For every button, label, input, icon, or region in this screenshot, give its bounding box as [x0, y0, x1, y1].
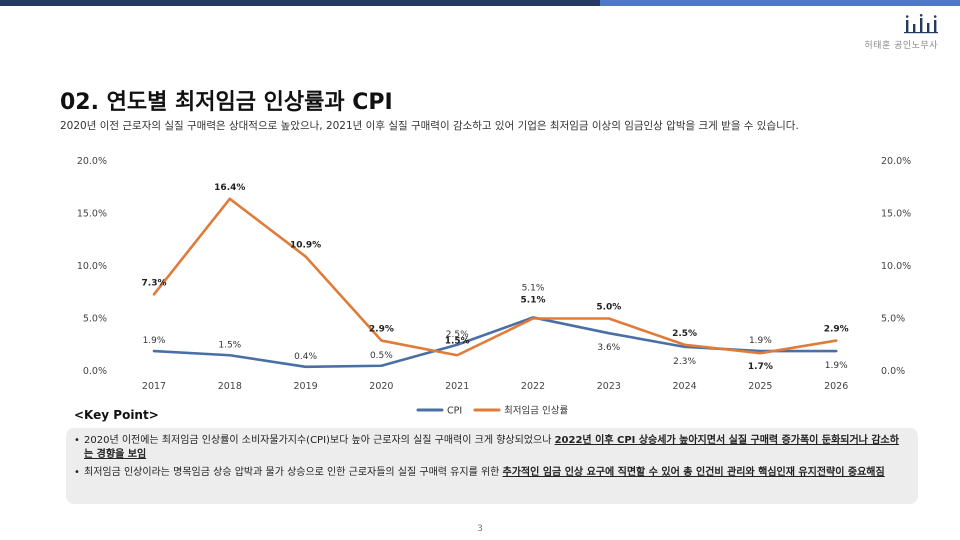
logo: 허태훈 공인노무사: [818, 14, 938, 51]
logo-text: 허태훈 공인노무사: [864, 41, 938, 51]
min-wage-data-label: 7.3%: [142, 278, 167, 288]
x-tick-label: 2026: [824, 381, 848, 392]
page-number: 3: [477, 524, 483, 534]
x-tick-label: 2022: [521, 381, 545, 392]
cpi-data-label: 0.5%: [370, 351, 393, 361]
cpi-data-label: 1.9%: [749, 336, 772, 346]
page-title: 02. 연도별 최저임금 인상률과 CPI: [60, 90, 393, 115]
min-wage-data-label: 5.0%: [596, 303, 621, 313]
key-point-box: 2020년 이전에는 최저임금 인상률이 소비자물가지수(CPI)보다 높아 근…: [66, 428, 918, 504]
y-tick-label-right: 15.0%: [881, 209, 911, 220]
min-wage-data-label: 1.7%: [748, 362, 773, 372]
cpi-data-label: 3.6%: [597, 343, 620, 353]
min-wage-data-label: 2.5%: [672, 329, 697, 339]
cpi-data-label: 5.1%: [522, 283, 545, 293]
min-wage-data-label: 16.4%: [214, 183, 245, 193]
min-wage-data-label: 10.9%: [290, 241, 321, 251]
x-tick-label: 2024: [673, 381, 697, 392]
y-tick-label-right: 0.0%: [881, 366, 905, 377]
cpi-data-label: 1.9%: [825, 361, 848, 371]
legend-label-min-wage: 최저임금 인상률: [504, 405, 568, 417]
min-wage-data-label: 2.9%: [369, 325, 394, 335]
logo-mark-icon: [904, 14, 938, 34]
x-tick-label: 2025: [748, 381, 772, 392]
top-bar-light: [600, 0, 960, 6]
cpi-data-label: 1.5%: [218, 340, 241, 350]
line-chart: 0.0% 0.0% 5.0% 5.0% 10.0% 10.0% 15.0% 15.0% 20.0…: [77, 156, 911, 417]
min-wage-data-label: 5.1%: [521, 296, 546, 306]
key-point-text: 최저임금 인상이라는 명목임금 상승 압박과 물가 상승으로 인한 근로자들의 …: [84, 467, 503, 478]
cpi-line: [152, 316, 838, 369]
cpi-data-label: 0.4%: [294, 352, 317, 362]
key-point-item: 2020년 이전에는 최저임금 인상률이 소비자물가지수(CPI)보다 높아 근…: [74, 434, 906, 462]
key-point-title: <Key Point>: [74, 408, 159, 422]
y-tick-label-left: 0.0%: [83, 366, 107, 377]
min-wage-data-label: 2.9%: [824, 325, 849, 335]
key-point-emphasis: 2022년 이후 CPI 상승세가 높아지면서 실질 구매력 증가폭이 둔화되거…: [84, 435, 899, 460]
y-tick-label-left: 5.0%: [83, 314, 107, 325]
min-wage-line: [152, 197, 838, 357]
cpi-data-label: 1.9%: [143, 336, 166, 346]
y-tick-label-right: 20.0%: [881, 156, 911, 167]
x-tick-label: 2020: [369, 381, 393, 392]
x-tick-label: 2019: [294, 381, 318, 392]
top-bar-dark: [0, 0, 600, 6]
legend-label-cpi: CPI: [447, 406, 462, 417]
x-tick-label: 2023: [597, 381, 621, 392]
key-point-item: 최저임금 인상이라는 명목임금 상승 압박과 물가 상승으로 인한 근로자들의 …: [74, 466, 906, 480]
y-tick-label-right: 5.0%: [881, 314, 905, 325]
y-tick-label-left: 15.0%: [77, 209, 107, 220]
y-tick-label-right: 10.0%: [881, 261, 911, 272]
x-tick-label: 2018: [218, 381, 242, 392]
cpi-data-label: 2.5%: [446, 330, 469, 340]
cpi-data-label: 2.3%: [673, 357, 696, 367]
page-subtitle: 2020년 이전 근로자의 실질 구매력은 상대적으로 높았으나, 2021년 …: [60, 120, 799, 132]
min-wage-data-label: 1.5%: [445, 336, 470, 346]
x-tick-label: 2017: [142, 381, 166, 392]
key-point-text: 2020년 이전에는 최저임금 인상률이 소비자물가지수(CPI)보다 높아 근…: [84, 435, 555, 446]
y-tick-label-left: 20.0%: [77, 156, 107, 167]
key-point-emphasis: 추가적인 임금 인상 요구에 직면할 수 있어 총 인건비 관리와 핵심인재 유…: [502, 467, 885, 478]
y-tick-label-left: 10.0%: [77, 261, 107, 272]
x-tick-label: 2021: [445, 381, 469, 392]
